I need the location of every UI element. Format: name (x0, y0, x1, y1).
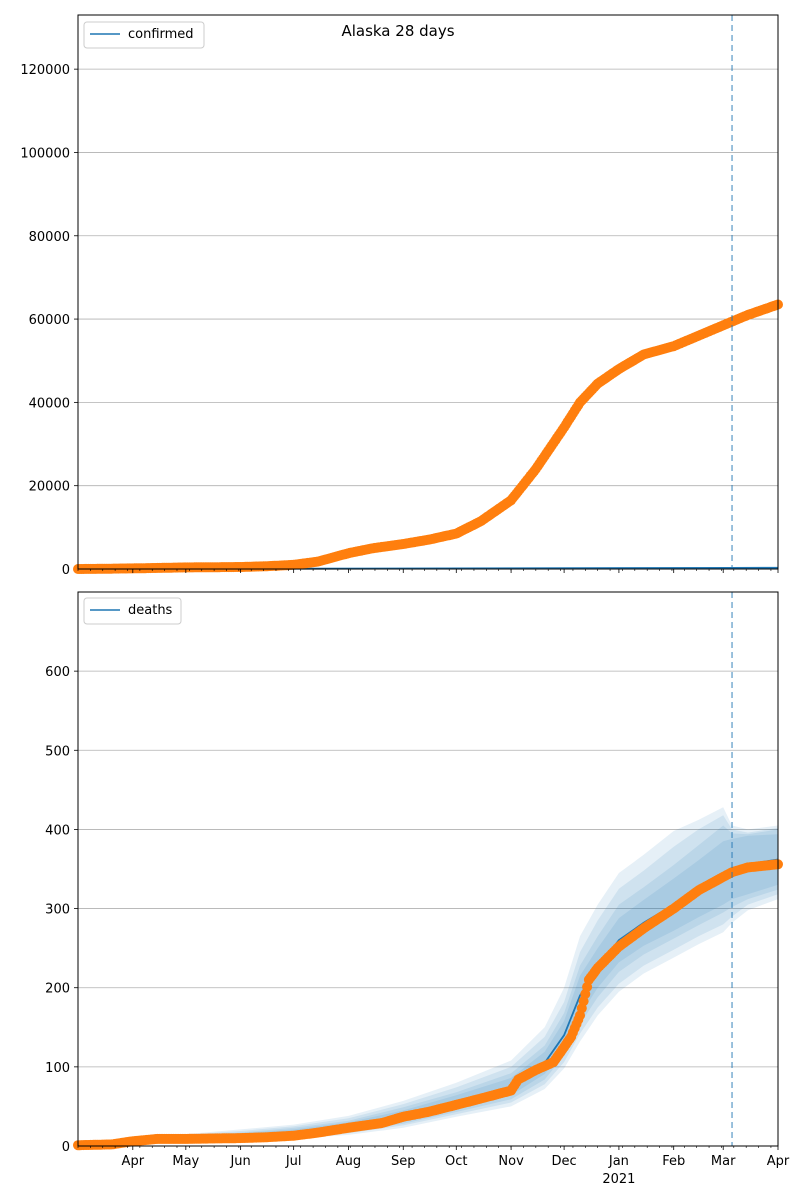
deaths-uncertainty-band (78, 815, 778, 1146)
confirmed-y-tick-label: 60000 (29, 313, 70, 328)
deaths-x-tick-label: May (172, 1154, 199, 1169)
deaths-legend: deaths (83, 597, 182, 625)
deaths-y-tick-label: 500 (45, 744, 70, 759)
deaths-y-tick-label: 300 (45, 903, 70, 918)
deaths-plot-layer: 0 100 200 300 400 500 600 Apr May Jun Jul Aug Sep Oct… (45, 591, 790, 1187)
deaths-chart-panel: 0 100 200 300 400 500 600 Apr May Jun Jul Aug Sep Oct… (45, 591, 790, 1187)
deaths-y-tick-label: 0 (62, 1140, 70, 1155)
deaths-x-tick-label: Feb (662, 1154, 685, 1169)
legend-label-deaths: deaths (128, 603, 173, 618)
deaths-uncertainty-band (78, 807, 778, 1146)
confirmed-y-tick-label: 120000 (20, 63, 70, 78)
confirmed-plot-layer: 0 20000 40000 60000 80000 100000 120000 (20, 14, 783, 578)
deaths-x-tick-label: Aug (336, 1154, 361, 1169)
deaths-x-tick-label: Apr (122, 1154, 145, 1169)
deaths-x-year-label: 2021 (602, 1172, 635, 1187)
chart-title: Alaska 28 days (341, 22, 454, 40)
deaths-y-tick-label: 400 (45, 823, 70, 838)
deaths-x-tick-label: Oct (445, 1154, 467, 1169)
deaths-y-tick-label: 100 (45, 1061, 70, 1076)
confirmed-y-tick-label: 20000 (29, 480, 70, 495)
confirmed-y-tick-label: 40000 (29, 396, 70, 411)
deaths-x-tick-label: Nov (498, 1154, 524, 1169)
deaths-x-tick-label: Jan (608, 1154, 629, 1169)
deaths-x-tick-label: Sep (391, 1154, 416, 1169)
deaths-y-tick-label: 600 (45, 665, 70, 680)
confirmed-y-tick-label: 100000 (20, 146, 70, 161)
confirmed-axes-frame (77, 14, 779, 570)
deaths-observed-points (73, 859, 783, 1151)
deaths-x-tick-label: Jun (229, 1154, 250, 1169)
deaths-axes-frame (77, 591, 779, 1147)
deaths-x-tick-label: Mar (711, 1154, 736, 1169)
deaths-y-tick-label: 200 (45, 982, 70, 997)
confirmed-chart-panel: 0 20000 40000 60000 80000 100000 120000 confir… (20, 14, 783, 578)
deaths-x-tick-label: Jul (285, 1154, 302, 1169)
deaths-x-tick-label: Dec (552, 1154, 577, 1169)
deaths-uncertainty-band (78, 825, 778, 1146)
confirmed-y-tick-label: 80000 (29, 230, 70, 245)
deaths-x-tick-label: Apr (767, 1154, 790, 1169)
confirmed-y-tick-label: 0 (62, 563, 70, 578)
deaths-uncertainty-band (78, 834, 778, 1146)
confirmed-legend: confirmed (83, 21, 205, 49)
legend-label-confirmed: confirmed (128, 27, 194, 42)
